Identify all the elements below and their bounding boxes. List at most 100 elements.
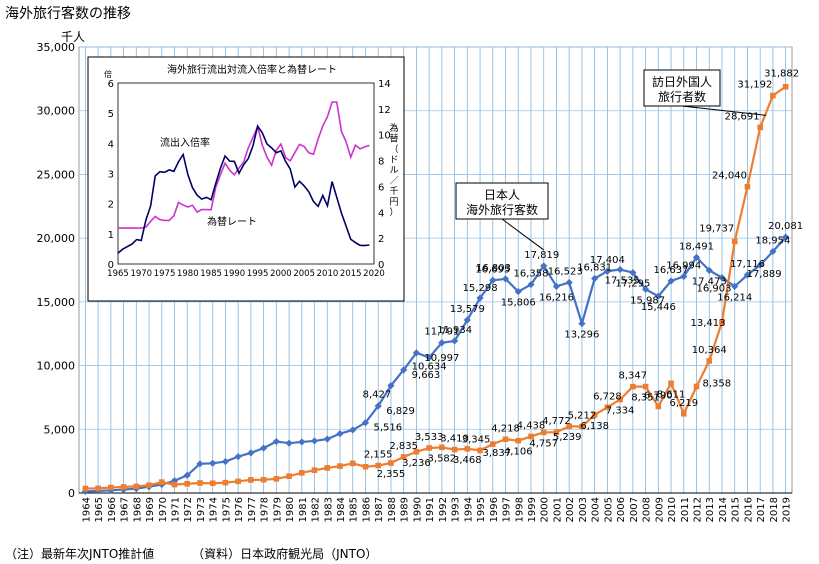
y-tick-label: 20,000 bbox=[37, 232, 76, 245]
japanese-data-label: 10,997 bbox=[424, 353, 459, 364]
foreign-series-point bbox=[337, 463, 343, 469]
japanese-callout-pointer bbox=[501, 218, 545, 251]
foreign-data-label: 3,582 bbox=[428, 453, 457, 464]
japanese-series-point bbox=[782, 233, 790, 241]
japanese-data-label: 11,934 bbox=[437, 325, 472, 336]
foreign-series-point bbox=[642, 383, 649, 390]
x-tick-label: 1985 bbox=[349, 497, 360, 522]
japanese-series-point bbox=[170, 477, 179, 485]
foreign-series-point bbox=[604, 404, 611, 411]
inset-y-tick-label: 3 bbox=[108, 170, 114, 181]
foreign-callout-pointer bbox=[681, 105, 767, 116]
x-tick-label: 2011 bbox=[680, 497, 691, 522]
japanese-callout-text: 日本人 bbox=[484, 188, 520, 202]
foreign-data-label: 2,835 bbox=[389, 441, 418, 452]
japanese-series-point bbox=[285, 439, 293, 447]
inset-y2-axis-label-char: ） bbox=[389, 207, 398, 218]
japanese-series-point bbox=[450, 337, 459, 345]
foreign-series-point bbox=[400, 454, 407, 460]
japanese-data-label: 17,473 bbox=[692, 276, 727, 287]
x-tick-label: 2010 bbox=[667, 497, 678, 522]
japanese-data-label: 16,903 bbox=[696, 284, 731, 295]
foreign-series-point bbox=[731, 238, 738, 245]
foreign-data-label: 4,106 bbox=[504, 447, 533, 458]
x-tick-label: 1969 bbox=[145, 497, 156, 522]
foreign-series-point bbox=[324, 465, 331, 471]
x-tick-label: 2005 bbox=[603, 497, 614, 522]
inset-y2-tick-label: 8 bbox=[378, 157, 384, 168]
foreign-series-point bbox=[222, 479, 229, 486]
y-axis-unit: 千人 bbox=[61, 30, 85, 44]
japanese-series-point bbox=[374, 402, 382, 410]
foreign-series-point bbox=[719, 319, 725, 325]
inset-y2-tick-label: 14 bbox=[378, 79, 391, 90]
foreign-series-point bbox=[489, 441, 496, 447]
japanese-data-label: 13,579 bbox=[450, 304, 485, 315]
japanese-data-label: 17,889 bbox=[747, 269, 782, 280]
foreign-data-label: 4,218 bbox=[491, 423, 520, 434]
foreign-callout-box bbox=[643, 69, 721, 107]
inset-x-tick-label: 2005 bbox=[293, 269, 315, 279]
x-tick-label: 1981 bbox=[298, 497, 309, 522]
japanese-data-label: 16,695 bbox=[475, 264, 510, 275]
japanese-data-label: 15,298 bbox=[463, 283, 498, 294]
inset-y-tick-label: 4 bbox=[108, 139, 114, 150]
x-tick-label: 1996 bbox=[489, 497, 500, 522]
footnote-note: （注）最新年次JNTO推計値 bbox=[5, 547, 155, 561]
japanese-series-point bbox=[552, 282, 561, 290]
foreign-data-label: 8,351 bbox=[631, 393, 660, 404]
y-tick-label: 15,000 bbox=[37, 296, 76, 309]
foreign-data-label: 6,138 bbox=[580, 421, 609, 432]
japanese-data-label: 15,806 bbox=[501, 298, 536, 309]
japanese-data-label: 17,535 bbox=[605, 276, 640, 287]
japanese-data-label: 15,987 bbox=[630, 295, 665, 306]
japanese-series-point bbox=[196, 460, 204, 468]
foreign-data-label: 8,358 bbox=[703, 378, 732, 389]
y-tick-label: 10,000 bbox=[37, 360, 76, 373]
japanese-data-label: 10,634 bbox=[412, 361, 447, 372]
japanese-series-point bbox=[476, 294, 484, 302]
foreign-data-label: 8,611 bbox=[657, 389, 686, 400]
x-tick-label: 1986 bbox=[361, 497, 372, 522]
x-tick-label: 1966 bbox=[107, 497, 118, 522]
foreign-series-point bbox=[566, 423, 572, 430]
x-tick-label: 1980 bbox=[285, 497, 296, 522]
japanese-series-point bbox=[629, 269, 637, 277]
x-tick-label: 1968 bbox=[132, 497, 143, 522]
inset-ratio-label: 流出入倍率 bbox=[160, 136, 210, 149]
x-tick-label: 2003 bbox=[578, 497, 589, 522]
japanese-callout-box bbox=[455, 182, 549, 220]
japanese-series-point bbox=[718, 274, 726, 282]
foreign-data-label: 31,882 bbox=[764, 69, 799, 80]
inset-y2-axis-label-char: （ bbox=[389, 144, 398, 155]
japanese-series-point bbox=[387, 382, 395, 390]
japanese-series-point bbox=[616, 265, 624, 274]
japanese-series-point bbox=[514, 287, 522, 296]
x-tick-label: 2012 bbox=[693, 497, 704, 522]
foreign-series-point bbox=[515, 437, 522, 444]
inset-y2-tick-label: 6 bbox=[378, 182, 384, 193]
x-tick-label: 2016 bbox=[743, 497, 754, 522]
x-tick-label: 1997 bbox=[502, 497, 513, 522]
inset-fx-label: 為替レート bbox=[207, 215, 257, 228]
japanese-series-point bbox=[501, 275, 510, 283]
japanese-series-point bbox=[489, 276, 497, 284]
foreign-series-point bbox=[248, 477, 254, 483]
foreign-series-point bbox=[146, 482, 152, 489]
japanese-series-point bbox=[221, 457, 230, 466]
x-tick-label: 2001 bbox=[552, 497, 563, 522]
foreign-series-point bbox=[260, 476, 267, 483]
foreign-series-point bbox=[464, 446, 471, 452]
foreign-series-point bbox=[655, 403, 662, 410]
inset-x-tick-label: 1970 bbox=[130, 269, 152, 279]
japanese-data-label: 9,663 bbox=[412, 370, 441, 381]
x-tick-label: 1973 bbox=[196, 497, 207, 522]
japanese-series-point bbox=[654, 292, 662, 300]
foreign-data-label: 3,533 bbox=[415, 432, 444, 443]
foreign-data-label: 5,239 bbox=[553, 432, 582, 443]
y-tick-label: 30,000 bbox=[37, 105, 76, 118]
foreign-series-point bbox=[197, 480, 203, 486]
japanese-series-point bbox=[438, 339, 446, 347]
foreign-series-point bbox=[413, 448, 420, 455]
x-tick-label: 1972 bbox=[183, 497, 194, 522]
